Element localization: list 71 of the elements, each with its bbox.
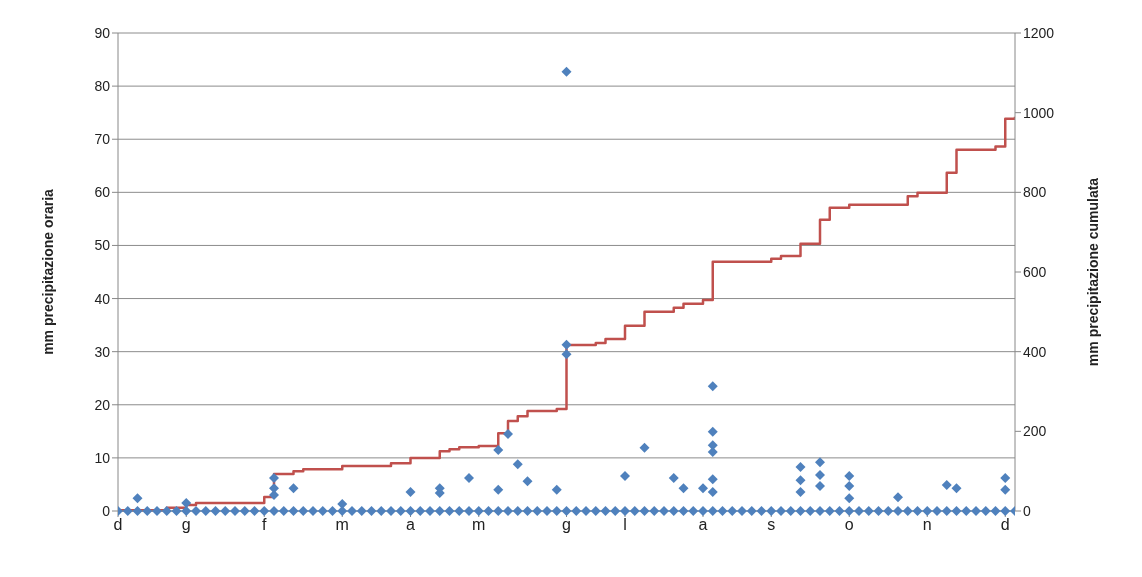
x-tick-label: g xyxy=(562,516,571,534)
x-tick-label: s xyxy=(767,516,776,534)
point xyxy=(707,474,718,485)
y-tick-label: 60 xyxy=(94,184,111,201)
y2-tick-label: 400 xyxy=(1023,343,1047,360)
point xyxy=(815,481,825,492)
point xyxy=(493,444,504,455)
point xyxy=(815,457,825,468)
y-tick-label: 80 xyxy=(94,78,111,95)
x-tick-label: m xyxy=(335,516,349,534)
point xyxy=(561,349,572,360)
point xyxy=(561,66,572,77)
point xyxy=(551,484,562,495)
point xyxy=(512,459,523,470)
point xyxy=(503,428,513,439)
point xyxy=(707,486,718,497)
point xyxy=(464,473,474,484)
point xyxy=(795,486,806,497)
point xyxy=(707,447,718,458)
point xyxy=(844,481,855,492)
point xyxy=(893,492,903,503)
point xyxy=(1000,473,1011,484)
point xyxy=(288,483,299,494)
point xyxy=(941,479,952,490)
y-tick-label: 20 xyxy=(94,396,111,413)
y-axis-title: mm precipitazione oraria xyxy=(39,188,56,355)
point xyxy=(707,381,718,392)
point xyxy=(951,483,962,494)
x-tick-label: a xyxy=(698,516,708,534)
point xyxy=(639,442,650,453)
x-tick-label: a xyxy=(406,516,416,534)
x-tick-label: l xyxy=(623,516,627,534)
point xyxy=(844,470,855,481)
y2-tick-label: 600 xyxy=(1023,263,1047,280)
y-tick-label: 90 xyxy=(94,24,111,41)
y-tick-label: 40 xyxy=(94,290,111,307)
point xyxy=(668,473,679,484)
y2-tick-label: 200 xyxy=(1023,423,1047,440)
y2-tick-label: 0 xyxy=(1023,502,1031,519)
y2-axis-title: mm precipitazione cumulata xyxy=(1084,177,1101,367)
x-tick-label: m xyxy=(472,516,486,534)
point xyxy=(698,483,708,494)
y-tick-label: 0 xyxy=(102,502,111,519)
point xyxy=(561,339,572,350)
y2-tick-label: 1200 xyxy=(1023,24,1055,41)
point xyxy=(269,490,279,501)
y2-tick-label: 1000 xyxy=(1023,104,1055,121)
point xyxy=(707,426,718,437)
point xyxy=(132,493,143,504)
x-tick-label: d xyxy=(113,516,123,534)
y-tick-label: 30 xyxy=(94,343,111,360)
y-tick-label: 50 xyxy=(94,237,111,254)
point xyxy=(493,484,504,495)
y2-tick-label: 800 xyxy=(1023,184,1047,201)
x-tick-label: d xyxy=(1000,516,1010,534)
point xyxy=(1000,484,1011,495)
x-tick-label: n xyxy=(922,516,932,534)
y-tick-label: 70 xyxy=(94,131,111,148)
point xyxy=(795,475,806,486)
point xyxy=(844,493,855,504)
point xyxy=(678,483,689,494)
point xyxy=(405,486,416,497)
point xyxy=(815,469,825,480)
point xyxy=(795,461,806,472)
y-tick-label: 10 xyxy=(94,449,111,466)
point xyxy=(620,470,630,481)
x-tick-label: o xyxy=(844,516,854,534)
point xyxy=(269,473,279,484)
point xyxy=(522,476,533,487)
x-tick-label: f xyxy=(262,516,268,534)
x-tick-label: g xyxy=(181,516,191,534)
